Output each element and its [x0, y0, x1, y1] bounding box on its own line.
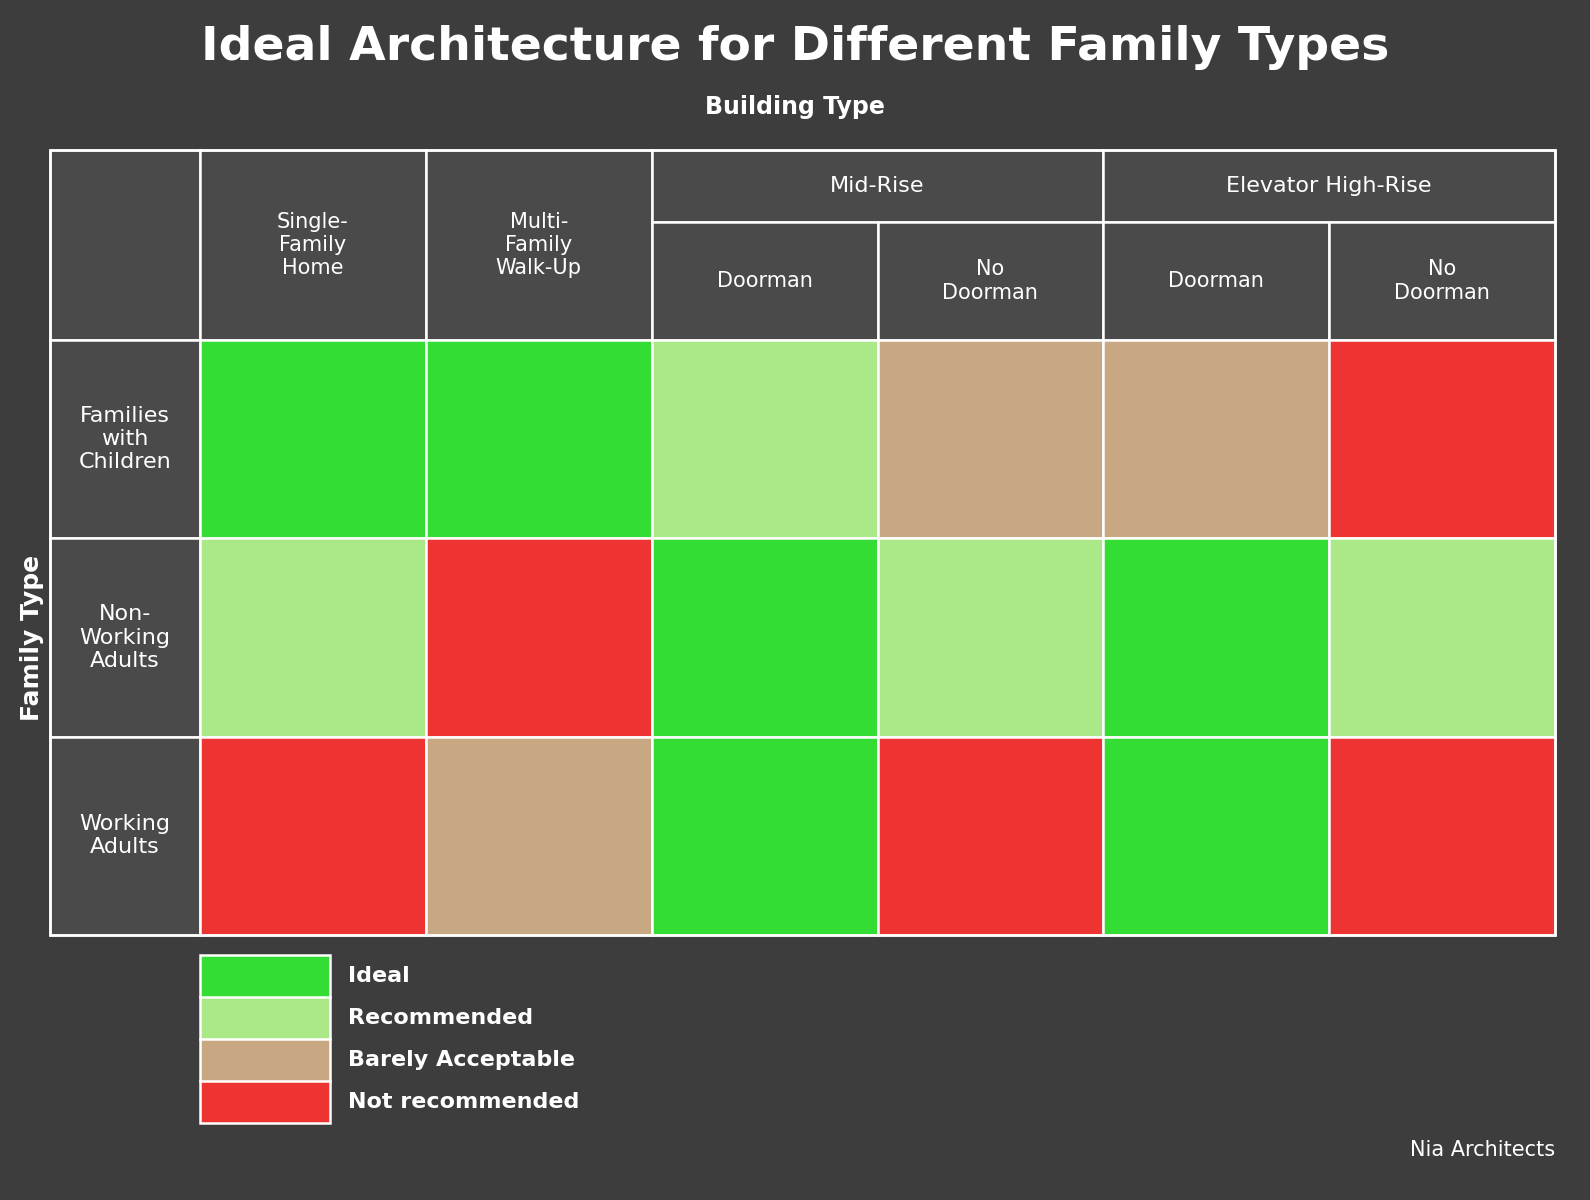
Text: Recommended: Recommended — [348, 1008, 533, 1028]
Text: Families
with
Children: Families with Children — [78, 406, 172, 473]
Text: Doorman: Doorman — [717, 271, 812, 290]
Bar — [426, 340, 652, 539]
Bar — [200, 737, 426, 935]
Bar — [426, 150, 652, 340]
Text: No
Doorman: No Doorman — [1394, 259, 1490, 302]
Text: Doorman: Doorman — [1169, 271, 1264, 290]
Bar — [49, 150, 200, 340]
Text: Elevator High-Rise: Elevator High-Rise — [1226, 176, 1433, 196]
Bar — [200, 150, 426, 340]
Text: Non-
Working
Adults: Non- Working Adults — [80, 605, 170, 671]
Bar — [1329, 222, 1555, 340]
Bar — [878, 539, 1103, 737]
Bar — [1103, 222, 1329, 340]
Bar — [200, 1039, 331, 1081]
Text: Mid-Rise: Mid-Rise — [830, 176, 925, 196]
Bar — [200, 955, 331, 997]
Text: Nia Architects: Nia Architects — [1410, 1140, 1555, 1160]
Bar — [1329, 539, 1555, 737]
Bar — [878, 340, 1103, 539]
Bar — [200, 955, 331, 1123]
Text: Multi-
Family
Walk-Up: Multi- Family Walk-Up — [496, 211, 582, 278]
Bar — [49, 340, 200, 539]
Bar — [49, 150, 1555, 935]
Bar — [652, 340, 878, 539]
Bar — [1103, 539, 1329, 737]
Bar — [49, 737, 200, 935]
Bar — [878, 222, 1103, 340]
Text: Building Type: Building Type — [704, 95, 886, 119]
Bar — [1103, 150, 1555, 222]
Text: Working
Adults: Working Adults — [80, 815, 170, 858]
Bar — [200, 340, 426, 539]
Text: Barely Acceptable: Barely Acceptable — [348, 1050, 576, 1070]
Text: Not recommended: Not recommended — [348, 1092, 579, 1112]
Bar — [878, 737, 1103, 935]
Text: Family Type: Family Type — [21, 554, 45, 720]
Bar — [652, 539, 878, 737]
Bar — [426, 737, 652, 935]
Bar — [200, 1081, 331, 1123]
Bar — [200, 539, 426, 737]
Bar — [652, 737, 878, 935]
Bar — [1329, 737, 1555, 935]
Bar — [1329, 340, 1555, 539]
Bar — [1103, 340, 1329, 539]
Text: Single-
Family
Home: Single- Family Home — [277, 211, 348, 278]
Bar — [49, 539, 200, 737]
Text: No
Doorman: No Doorman — [943, 259, 1038, 302]
Bar — [652, 150, 1103, 222]
Bar — [426, 539, 652, 737]
Bar — [652, 222, 878, 340]
Text: Ideal Architecture for Different Family Types: Ideal Architecture for Different Family … — [200, 24, 1390, 70]
Text: Ideal: Ideal — [348, 966, 410, 986]
Bar — [1103, 737, 1329, 935]
Bar — [200, 997, 331, 1039]
